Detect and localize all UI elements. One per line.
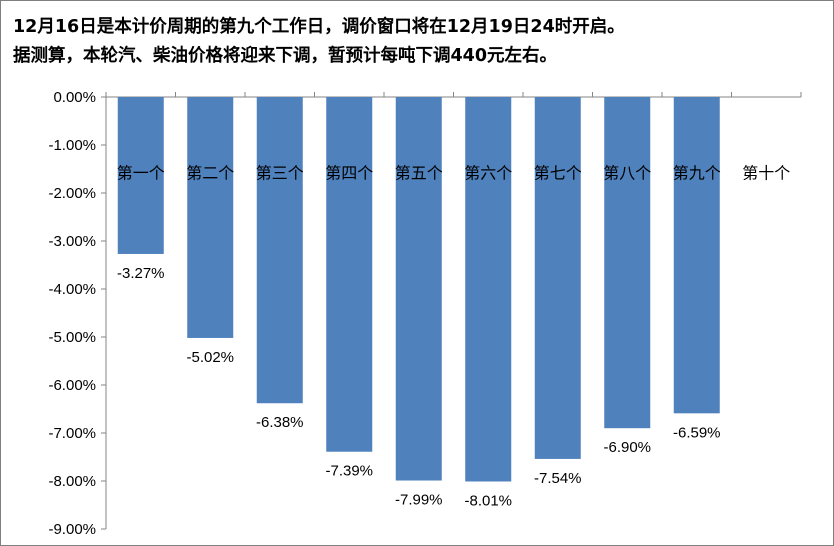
data-label: -6.59% (673, 424, 721, 441)
bar (395, 97, 442, 481)
category-label: 第八个 (603, 164, 651, 183)
category-label: 第五个 (395, 164, 443, 183)
title-line-1: 12月16日是本计价周期的第九个工作日，调价窗口将在12月19日24时开启。 (13, 17, 625, 37)
y-tick-label: -6.00% (48, 377, 96, 394)
data-label: -5.02% (186, 349, 234, 366)
y-tick-label: -8.00% (48, 473, 96, 490)
y-tick-label: -1.00% (48, 137, 96, 154)
data-label: -8.01% (464, 492, 512, 509)
category-label: 第十个 (742, 164, 790, 183)
category-label: 第七个 (534, 164, 582, 183)
chart-title: 12月16日是本计价周期的第九个工作日，调价窗口将在12月19日24时开启。 据… (13, 13, 828, 71)
data-label: -7.54% (534, 470, 582, 487)
category-label: 第一个 (117, 164, 165, 183)
data-label: -6.90% (603, 439, 651, 456)
category-label: 第四个 (325, 164, 373, 183)
y-tick-label: -5.00% (48, 329, 96, 346)
data-label: -7.99% (395, 492, 443, 509)
y-tick-label: -9.00% (48, 521, 96, 538)
bar (117, 97, 164, 254)
bar (256, 97, 303, 404)
category-label: 第三个 (256, 164, 304, 183)
bar (534, 97, 581, 459)
bar (326, 97, 373, 452)
data-label: -6.38% (256, 414, 304, 431)
category-label: 第六个 (464, 164, 512, 183)
bar (465, 97, 512, 482)
data-label: -3.27% (117, 265, 165, 282)
category-label: 第九个 (673, 164, 721, 183)
y-tick-label: -2.00% (48, 185, 96, 202)
category-label: 第二个 (186, 164, 234, 183)
y-tick-label: -4.00% (48, 281, 96, 298)
bar (673, 97, 720, 414)
bar (187, 97, 234, 338)
data-label: -7.39% (325, 463, 373, 480)
bar (604, 97, 651, 429)
y-tick-label: 0.00% (53, 89, 96, 106)
y-tick-label: -7.00% (48, 425, 96, 442)
y-tick-label: -3.00% (48, 233, 96, 250)
title-line-2: 据测算，本轮汽、柴油价格将迎来下调，暂预计每吨下调440元左右。 (13, 46, 558, 66)
